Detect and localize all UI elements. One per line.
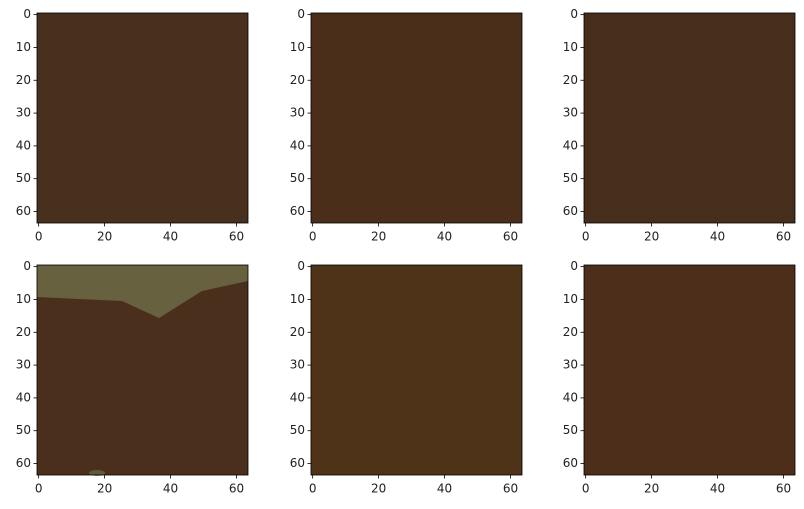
image-spot <box>89 470 105 476</box>
x-tick-label: 40 <box>437 230 452 244</box>
y-tick-label: 0 <box>23 7 31 21</box>
x-tick-label: 60 <box>776 482 791 496</box>
y-tick-label: 40 <box>16 138 31 152</box>
axes-frame <box>36 12 249 224</box>
y-tick-label: 20 <box>563 325 578 339</box>
axes-frame <box>583 264 796 476</box>
y-tick-label: 30 <box>290 358 305 372</box>
image-patch <box>311 265 522 475</box>
y-tick-label: 60 <box>563 204 578 218</box>
image-patch <box>311 13 522 223</box>
axes-frame <box>310 264 523 476</box>
x-tick-label: 0 <box>309 230 317 244</box>
y-tick-label: 20 <box>16 325 31 339</box>
y-tick-label: 50 <box>16 423 31 437</box>
y-tick-label: 10 <box>290 40 305 54</box>
image-highlight <box>37 265 248 318</box>
x-tick-label: 20 <box>97 230 112 244</box>
y-tick-label: 60 <box>290 456 305 470</box>
y-tick-label: 0 <box>570 7 578 21</box>
x-tick-label: 20 <box>371 482 386 496</box>
y-tick-label: 10 <box>563 292 578 306</box>
x-tick-label: 20 <box>97 482 112 496</box>
y-tick-label: 0 <box>297 259 305 273</box>
x-tick-label: 60 <box>776 230 791 244</box>
y-tick-label: 60 <box>16 456 31 470</box>
image-patch <box>584 265 795 475</box>
y-tick-label: 20 <box>290 325 305 339</box>
x-tick-label: 0 <box>309 482 317 496</box>
y-tick-label: 30 <box>16 358 31 372</box>
x-tick-label: 20 <box>371 230 386 244</box>
axes-frame <box>310 12 523 224</box>
image-patch <box>37 13 248 223</box>
y-tick-label: 10 <box>16 292 31 306</box>
y-tick-label: 50 <box>563 171 578 185</box>
y-tick-label: 60 <box>290 204 305 218</box>
y-tick-label: 10 <box>16 40 31 54</box>
y-tick-label: 40 <box>290 138 305 152</box>
y-tick-label: 0 <box>570 259 578 273</box>
y-tick-label: 60 <box>563 456 578 470</box>
x-tick-label: 0 <box>35 230 43 244</box>
y-tick-label: 40 <box>16 390 31 404</box>
axes-frame <box>36 264 249 476</box>
x-tick-label: 60 <box>503 230 518 244</box>
y-tick-label: 50 <box>16 171 31 185</box>
y-tick-label: 40 <box>290 390 305 404</box>
y-tick-label: 20 <box>290 73 305 87</box>
x-tick-label: 60 <box>503 482 518 496</box>
x-tick-label: 60 <box>229 230 244 244</box>
y-tick-label: 50 <box>290 423 305 437</box>
x-tick-label: 40 <box>163 230 178 244</box>
y-tick-label: 30 <box>16 106 31 120</box>
y-tick-label: 50 <box>563 423 578 437</box>
y-tick-label: 20 <box>563 73 578 87</box>
x-tick-label: 40 <box>710 230 725 244</box>
y-tick-label: 0 <box>23 259 31 273</box>
x-tick-label: 40 <box>437 482 452 496</box>
x-tick-label: 40 <box>710 482 725 496</box>
x-tick-label: 20 <box>644 230 659 244</box>
y-tick-label: 30 <box>563 358 578 372</box>
x-tick-label: 60 <box>229 482 244 496</box>
x-tick-label: 0 <box>582 482 590 496</box>
y-tick-label: 30 <box>563 106 578 120</box>
x-tick-label: 20 <box>644 482 659 496</box>
image-patch <box>584 13 795 223</box>
y-tick-label: 40 <box>563 138 578 152</box>
y-tick-label: 50 <box>290 171 305 185</box>
y-tick-label: 40 <box>563 390 578 404</box>
x-tick-label: 0 <box>582 230 590 244</box>
y-tick-label: 20 <box>16 73 31 87</box>
y-tick-label: 30 <box>290 106 305 120</box>
x-tick-label: 0 <box>35 482 43 496</box>
y-tick-label: 10 <box>563 40 578 54</box>
x-tick-label: 40 <box>163 482 178 496</box>
y-tick-label: 10 <box>290 292 305 306</box>
axes-frame <box>583 12 796 224</box>
y-tick-label: 0 <box>297 7 305 21</box>
y-tick-label: 60 <box>16 204 31 218</box>
